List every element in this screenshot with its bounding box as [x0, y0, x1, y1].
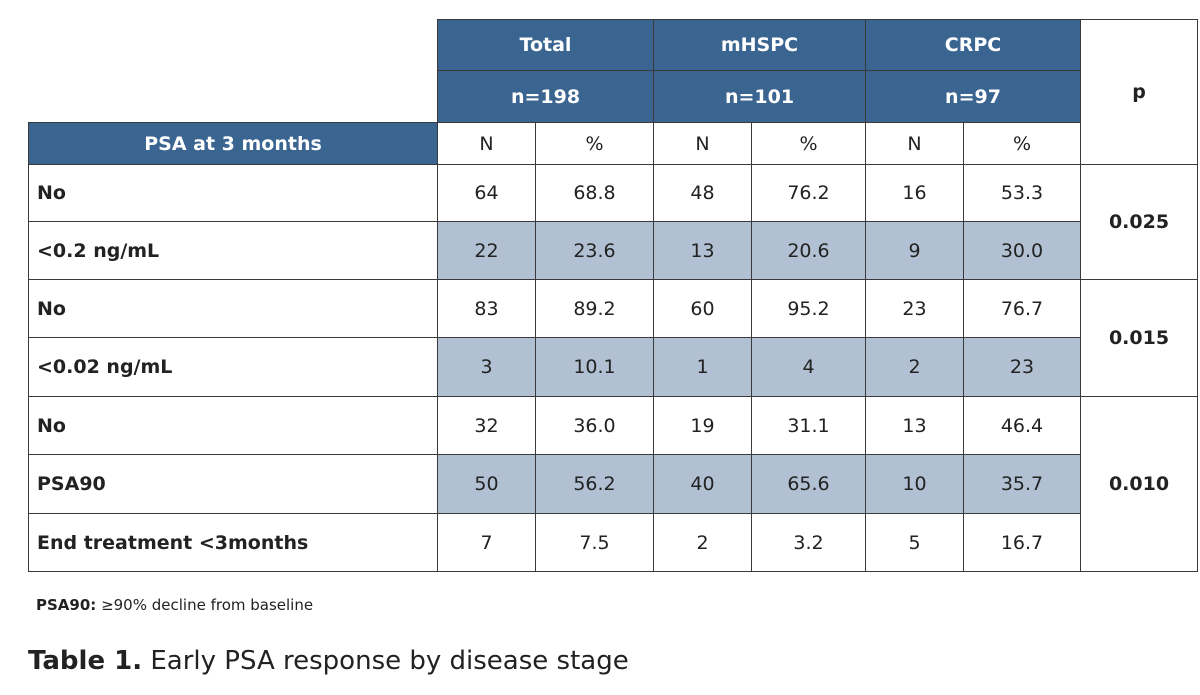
row-label: No	[28, 164, 438, 222]
footnote: PSA90: ≥90% decline from baseline	[36, 596, 313, 614]
p-value: 0.025	[1080, 164, 1198, 280]
footnote-term: PSA90:	[36, 596, 97, 614]
value-cell: 40	[653, 454, 752, 514]
caption-label: Table 1.	[28, 646, 143, 676]
value-cell: 19	[653, 396, 752, 455]
p-value: 0.015	[1080, 279, 1198, 397]
group-n: n=97	[865, 70, 1081, 123]
subheader: %	[751, 122, 866, 165]
value-cell: 5	[865, 513, 964, 572]
p-value: 0.010	[1080, 396, 1198, 572]
value-cell: 3	[437, 337, 536, 397]
subheader: N	[437, 122, 536, 165]
value-cell: 7.5	[535, 513, 654, 572]
subheader: %	[963, 122, 1081, 165]
value-cell: 30.0	[963, 221, 1081, 280]
row-label: No	[28, 396, 438, 455]
value-cell: 3.2	[751, 513, 866, 572]
value-cell: 2	[865, 337, 964, 397]
value-cell: 23.6	[535, 221, 654, 280]
value-cell: 64	[437, 164, 536, 222]
value-cell: 23	[963, 337, 1081, 397]
group-n: n=101	[653, 70, 866, 123]
value-cell: 7	[437, 513, 536, 572]
value-cell: 68.8	[535, 164, 654, 222]
caption-text: Early PSA response by disease stage	[150, 646, 629, 676]
value-cell: 31.1	[751, 396, 866, 455]
value-cell: 76.7	[963, 279, 1081, 338]
value-cell: 9	[865, 221, 964, 280]
value-cell: 10	[865, 454, 964, 514]
value-cell: 16.7	[963, 513, 1081, 572]
row-header: PSA at 3 months	[28, 122, 438, 165]
value-cell: 89.2	[535, 279, 654, 338]
p-header: p	[1080, 19, 1198, 165]
value-cell: 23	[865, 279, 964, 338]
value-cell: 46.4	[963, 396, 1081, 455]
value-cell: 13	[653, 221, 752, 280]
value-cell: 22	[437, 221, 536, 280]
group-header: CRPC	[865, 19, 1081, 71]
value-cell: 4	[751, 337, 866, 397]
value-cell: 76.2	[751, 164, 866, 222]
row-label: No	[28, 279, 438, 338]
group-n: n=198	[437, 70, 654, 123]
value-cell: 16	[865, 164, 964, 222]
value-cell: 32	[437, 396, 536, 455]
value-cell: 2	[653, 513, 752, 572]
value-cell: 13	[865, 396, 964, 455]
value-cell: 95.2	[751, 279, 866, 338]
value-cell: 36.0	[535, 396, 654, 455]
group-header: Total	[437, 19, 654, 71]
subheader: N	[653, 122, 752, 165]
row-label: <0.02 ng/mL	[28, 337, 438, 397]
row-label: <0.2 ng/mL	[28, 221, 438, 280]
value-cell: 35.7	[963, 454, 1081, 514]
value-cell: 56.2	[535, 454, 654, 514]
caption: Table 1. Early PSA response by disease s…	[28, 646, 629, 676]
group-header: mHSPC	[653, 19, 866, 71]
row-label: End treatment <3months	[28, 513, 438, 572]
subheader: %	[535, 122, 654, 165]
footnote-text: ≥90% decline from baseline	[101, 596, 314, 614]
value-cell: 83	[437, 279, 536, 338]
value-cell: 60	[653, 279, 752, 338]
value-cell: 53.3	[963, 164, 1081, 222]
subheader: N	[865, 122, 964, 165]
value-cell: 20.6	[751, 221, 866, 280]
value-cell: 65.6	[751, 454, 866, 514]
value-cell: 48	[653, 164, 752, 222]
row-label: PSA90	[28, 454, 438, 514]
value-cell: 1	[653, 337, 752, 397]
value-cell: 50	[437, 454, 536, 514]
value-cell: 10.1	[535, 337, 654, 397]
